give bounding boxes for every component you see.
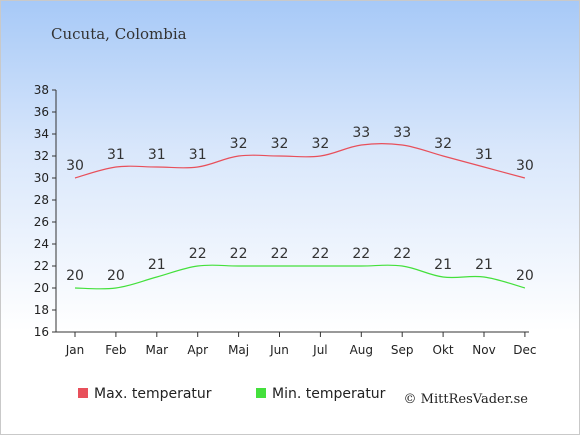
chart-title: Cucuta, Colombia <box>51 25 187 43</box>
data-label: 21 <box>148 257 166 273</box>
data-label: 33 <box>393 125 411 141</box>
y-tick-label: 38 <box>34 83 49 97</box>
x-tick-label: Jun <box>269 343 289 357</box>
plot-area: 30 31 31 31 32 32 32 33 33 32 31 30 20 20 21 22 22 22 22 22… <box>66 125 534 290</box>
data-label: 30 <box>66 158 84 174</box>
x-tick-label: Sep <box>391 343 414 357</box>
x-tick-label: Aug <box>350 343 373 357</box>
y-tick-label: 24 <box>34 237 49 251</box>
data-label: 20 <box>107 268 125 284</box>
legend-swatch <box>256 388 266 398</box>
x-tick-label: Mar <box>145 343 168 357</box>
x-tick-label: Feb <box>105 343 126 357</box>
data-label: 22 <box>393 246 411 262</box>
data-label: 21 <box>475 257 493 273</box>
data-label: 20 <box>66 268 84 284</box>
data-label: 31 <box>148 147 166 163</box>
data-label: 31 <box>189 147 207 163</box>
legend: Max. temperatur Min. temperatur <box>78 386 386 402</box>
y-tick-label: 20 <box>34 281 49 295</box>
data-label: 30 <box>516 158 534 174</box>
data-label: 31 <box>107 147 125 163</box>
x-tick-label: Nov <box>472 343 495 357</box>
y-tick-label: 34 <box>34 127 49 141</box>
series-line-min <box>74 264 526 290</box>
x-tick-label: Okt <box>433 343 454 357</box>
data-label: 20 <box>516 268 534 284</box>
x-tick-label: Dec <box>513 343 536 357</box>
data-label: 32 <box>271 136 289 152</box>
y-tick-label: 26 <box>34 215 49 229</box>
y-tick-label: 18 <box>34 303 49 317</box>
data-label: 32 <box>311 136 329 152</box>
data-label: 31 <box>475 147 493 163</box>
y-tick-label: 32 <box>34 149 49 163</box>
data-label: 22 <box>189 246 207 262</box>
y-tick-label: 28 <box>34 193 49 207</box>
credit-text: © MittResVader.se <box>404 392 529 407</box>
y-tick-label: 30 <box>34 171 49 185</box>
x-tick-label: Apr <box>187 343 208 357</box>
series-line-max <box>74 142 526 179</box>
data-label: 32 <box>434 136 452 152</box>
y-tick-label: 16 <box>34 325 49 339</box>
data-label: 21 <box>434 257 452 273</box>
legend-label: Max. temperatur <box>94 386 212 402</box>
axes: 16 18 20 22 24 26 28 30 32 34 36 38 Jan Feb Mar Apr Maj J… <box>34 83 537 357</box>
data-label: 22 <box>352 246 370 262</box>
y-tick-label: 36 <box>34 105 49 119</box>
data-label: 32 <box>230 136 248 152</box>
x-tick-label: Maj <box>228 343 249 357</box>
data-label: 22 <box>311 246 329 262</box>
legend-label: Min. temperatur <box>272 386 386 402</box>
legend-swatch <box>78 388 88 398</box>
data-label: 22 <box>230 246 248 262</box>
x-tick-label: Jul <box>312 343 327 357</box>
data-label: 33 <box>352 125 370 141</box>
data-label: 22 <box>271 246 289 262</box>
x-tick-label: Jan <box>65 343 85 357</box>
y-tick-label: 22 <box>34 259 49 273</box>
